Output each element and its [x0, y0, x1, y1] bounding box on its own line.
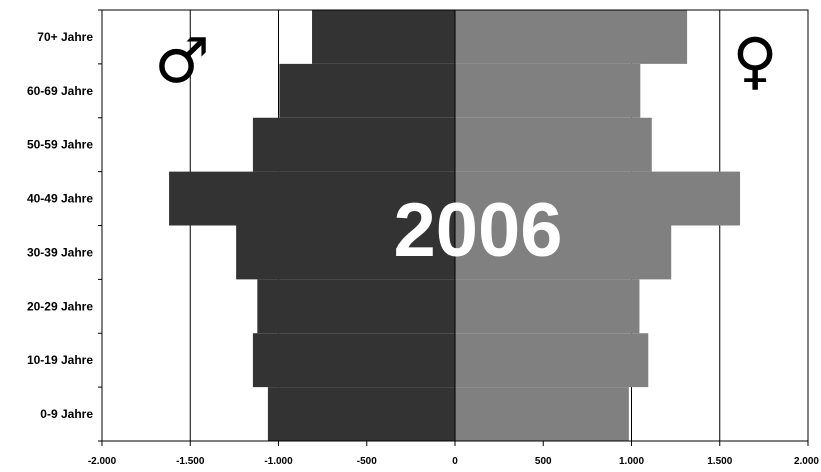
bar-male-5	[252, 117, 455, 172]
bar-female-5	[455, 117, 652, 172]
x-tick-label: -2.000	[88, 456, 117, 467]
category-label: 70+ Jahre	[37, 30, 93, 44]
bar-female-1	[455, 333, 649, 388]
axes: 0-9 Jahre 10-19 Jahre 20-29 Jahre 30-39 Jah…	[27, 9, 819, 467]
x-tick-label: 1.500	[707, 456, 732, 467]
x-tick-label: -1.500	[176, 456, 205, 467]
female-symbol-icon: ♀	[732, 24, 777, 97]
x-tick-label: -1.000	[264, 456, 293, 467]
x-tick-label: -500	[357, 456, 377, 467]
bar-female-2	[455, 279, 640, 334]
category-label: 20-29 Jahre	[27, 299, 93, 313]
male-symbol-icon: ♂	[154, 24, 210, 97]
category-label: 30-39 Jahre	[27, 245, 93, 259]
category-label: 40-49 Jahre	[27, 192, 93, 206]
bar-male-7	[312, 10, 455, 64]
bar-male-2	[257, 279, 455, 334]
bar-female-6	[455, 63, 641, 118]
x-tick-label: 2.000	[794, 456, 819, 467]
bar-male-0	[267, 387, 455, 441]
bar-male-6	[279, 63, 455, 118]
category-label: 60-69 Jahre	[27, 84, 93, 98]
x-tick-label: 0	[452, 456, 458, 467]
category-label: 50-59 Jahre	[27, 138, 93, 152]
bar-male-3	[236, 225, 455, 280]
year-label: 2006	[393, 188, 562, 273]
x-tick-label: 500	[535, 456, 552, 467]
bar-male-4	[169, 171, 455, 226]
category-label: 0-9 Jahre	[40, 407, 93, 421]
bar-female-3	[455, 225, 672, 280]
bar-female-4	[455, 171, 741, 226]
category-label: 10-19 Jahre	[27, 353, 93, 367]
bar-male-1	[252, 333, 455, 388]
bar-female-0	[455, 387, 629, 441]
bars	[169, 10, 741, 441]
x-tick-label: 1.000	[619, 456, 644, 467]
bar-female-7	[455, 10, 688, 64]
